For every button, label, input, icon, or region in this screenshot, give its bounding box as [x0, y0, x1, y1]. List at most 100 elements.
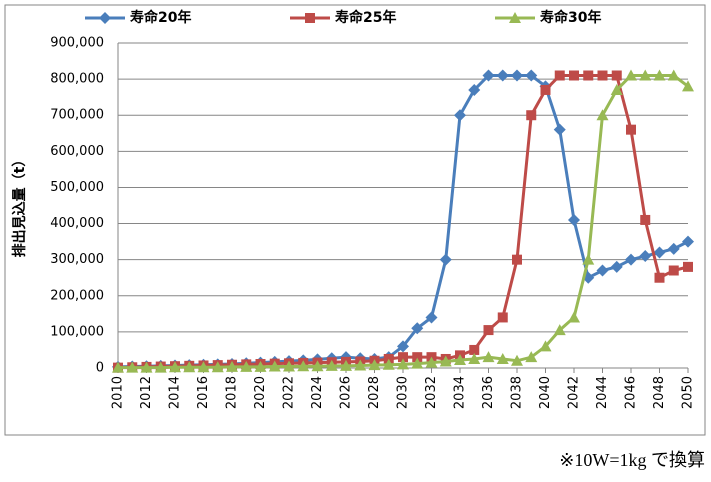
marker [667, 69, 680, 81]
marker [140, 361, 153, 373]
marker [640, 214, 651, 225]
marker [468, 83, 481, 96]
x-tick-label: 2032 [424, 376, 439, 409]
marker [610, 260, 623, 273]
marker [596, 264, 609, 277]
legend-label: 寿命25年 [335, 9, 396, 26]
legend-label: 寿命30年 [540, 9, 601, 26]
marker [468, 352, 481, 364]
marker [112, 361, 124, 373]
legend-marker [99, 12, 111, 24]
marker [553, 123, 566, 136]
marker [683, 261, 693, 272]
marker [496, 69, 509, 82]
marker [668, 265, 679, 276]
x-tick-label: 2030 [396, 376, 411, 409]
x-tick-label: 2040 [538, 376, 553, 409]
marker [197, 361, 210, 373]
marker [340, 359, 352, 371]
marker [411, 322, 424, 335]
annotation: ※10W=1kg で換算 [559, 450, 705, 470]
marker [211, 361, 224, 373]
chart-frame [4, 4, 706, 436]
marker [268, 360, 281, 372]
y-tick-label: 500,000 [50, 180, 104, 195]
x-tick-label: 2044 [595, 376, 610, 409]
marker [482, 69, 495, 82]
marker [425, 356, 438, 368]
y-tick-label: 900,000 [50, 36, 104, 51]
marker [169, 361, 181, 373]
marker [526, 110, 537, 121]
marker [354, 359, 367, 371]
y-tick-label: 400,000 [50, 216, 104, 231]
y-tick-label: 800,000 [50, 72, 104, 87]
marker [454, 109, 466, 122]
marker [411, 357, 424, 369]
x-tick-label: 2010 [111, 376, 126, 409]
marker [625, 253, 637, 266]
marker [625, 69, 637, 81]
marker [183, 361, 196, 373]
x-tick-label: 2020 [253, 376, 268, 409]
marker [540, 84, 551, 95]
y-tick-label: 0 [96, 361, 104, 376]
marker [254, 360, 267, 372]
marker [469, 344, 480, 355]
x-tick-label: 2038 [510, 376, 525, 409]
marker [398, 352, 408, 363]
marker [226, 360, 238, 372]
marker [525, 351, 538, 363]
marker [397, 358, 409, 370]
marker [439, 355, 452, 367]
legend-marker [509, 12, 521, 23]
x-tick-label: 2028 [367, 376, 382, 409]
marker [610, 83, 623, 95]
marker [439, 253, 452, 266]
marker [626, 124, 636, 135]
marker [639, 69, 652, 81]
x-tick-label: 2014 [168, 376, 183, 409]
marker [154, 361, 167, 373]
marker [311, 360, 324, 372]
legend-marker [305, 13, 315, 23]
marker [397, 340, 409, 353]
marker [483, 325, 494, 336]
legend-label: 寿命20年 [130, 9, 191, 26]
marker [425, 311, 438, 324]
marker [511, 69, 523, 82]
marker [382, 358, 395, 370]
x-tick-label: 2022 [282, 376, 297, 409]
marker [553, 324, 566, 336]
y-tick-label: 300,000 [50, 252, 104, 267]
marker [568, 213, 580, 226]
marker [582, 253, 595, 265]
x-tick-label: 2046 [624, 376, 639, 409]
x-tick-label: 2018 [225, 376, 240, 409]
x-tick-label: 2042 [567, 376, 582, 409]
marker [682, 235, 694, 248]
marker [682, 80, 694, 92]
marker [611, 70, 622, 81]
marker [653, 246, 666, 259]
marker [368, 359, 381, 371]
marker [325, 359, 338, 371]
x-tick-label: 2050 [681, 376, 696, 409]
marker [568, 311, 580, 323]
marker [482, 351, 495, 363]
marker [554, 70, 565, 81]
y-axis-label: 排出見込量（t） [11, 153, 28, 258]
y-tick-label: 700,000 [50, 108, 104, 123]
marker [412, 352, 423, 363]
marker [511, 354, 523, 366]
marker [639, 250, 652, 263]
marker [126, 361, 139, 373]
x-tick-label: 2012 [139, 376, 154, 409]
marker [525, 69, 538, 82]
marker [283, 360, 295, 372]
marker [454, 354, 466, 366]
marker [569, 70, 579, 81]
marker [512, 254, 522, 265]
marker [583, 70, 594, 81]
